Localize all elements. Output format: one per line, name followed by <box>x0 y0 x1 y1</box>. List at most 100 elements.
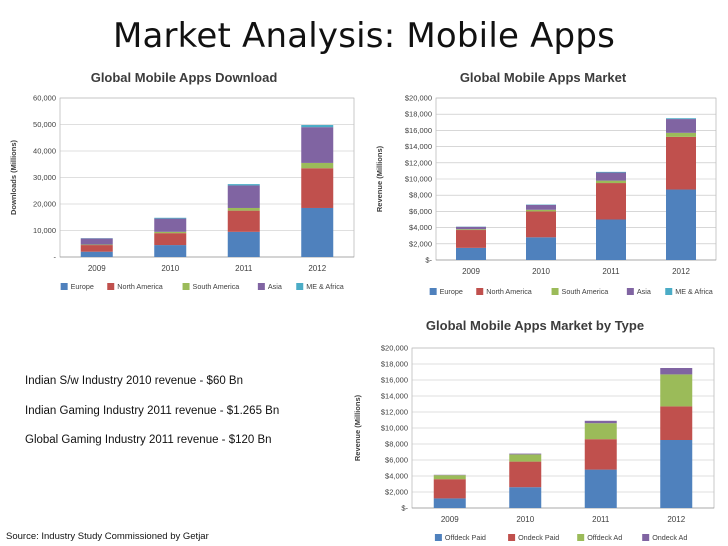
downloads-bar-2012-europe <box>301 207 334 257</box>
downloads-bar-2010-asia <box>154 218 187 232</box>
type-legend-swatch <box>642 534 650 541</box>
market-y-tick-label: $18,000 <box>405 110 432 119</box>
market-x-tick-label: 2012 <box>672 267 690 276</box>
downloads-legend-swatch <box>182 283 190 290</box>
market-bar-2009-south-america <box>456 229 486 231</box>
market-y-tick-label: $14,000 <box>405 142 432 151</box>
market-chart-svg: $- $2,000 $4,000 $6,000 $8,000 $10,000 $12,000… <box>375 94 717 296</box>
market-bar-2010-north-america <box>526 211 556 238</box>
type-y-tick-label: $4,000 <box>385 472 408 481</box>
downloads-y-tick-label: 10,000 <box>33 226 56 235</box>
fact-indian-gaming: Indian Gaming Industry 2011 revenue - $1… <box>25 405 280 417</box>
type-y-tick-label: $12,000 <box>381 408 408 417</box>
downloads-y-tick-label: 50,000 <box>33 120 56 129</box>
market-bar-2009-europe <box>456 247 486 260</box>
downloads-chart-svg: - 10,000 20,000 30,000 40,000 50,000 60,000 Dow… <box>9 94 355 291</box>
downloads-legend-label: Asia <box>268 282 282 291</box>
downloads-bar-2011-europe <box>227 231 260 257</box>
type-y-tick-label: $- <box>401 504 408 513</box>
downloads-y-tick-label: - <box>54 253 57 262</box>
market-y-tick-label: $16,000 <box>405 126 432 135</box>
type-bar-2009-offdeck-paid <box>433 498 466 508</box>
downloads-legend-swatch <box>296 283 304 290</box>
market-bar-2012-me-africa <box>666 118 696 120</box>
type-y-tick-label: $6,000 <box>385 456 408 465</box>
type-y-tick-label: $16,000 <box>381 376 408 385</box>
type-legend-label: Offdeck Paid <box>445 533 486 542</box>
type-y-tick-label: $18,000 <box>381 360 408 369</box>
fact-global-gaming: Global Gaming Industry 2011 revenue - $1… <box>25 434 272 446</box>
type-y-tick-label: $10,000 <box>381 424 408 433</box>
market-bar-2011-me-africa <box>596 171 626 173</box>
downloads-x-tick-label: 2009 <box>88 264 106 273</box>
market-legend-label: Asia <box>637 287 651 296</box>
market-chart-title: Global Mobile Apps Market <box>459 70 627 85</box>
downloads-legend-swatch <box>60 283 68 290</box>
market-bar-2011-south-america <box>596 180 626 184</box>
downloads-x-tick-label: 2011 <box>235 264 253 273</box>
type-chart-title: Global Mobile Apps Market by Type <box>425 318 645 333</box>
downloads-y-tick-label: 30,000 <box>33 173 56 182</box>
market-bar-2011-north-america <box>596 183 626 220</box>
market-legend-label: South America <box>562 287 609 296</box>
downloads-bar-2012-asia <box>301 127 334 163</box>
market-legend-swatch <box>476 288 484 295</box>
market-bar-2012-north-america <box>666 136 696 190</box>
market-x-tick-label: 2010 <box>532 267 550 276</box>
market-legend-swatch <box>665 288 673 295</box>
type-bar-2010-offdeck-paid <box>509 487 542 508</box>
market-legend-swatch <box>626 288 634 295</box>
downloads-y-tick-label: 40,000 <box>33 147 56 156</box>
type-bar-2011-offdeck-ad <box>584 423 617 440</box>
market-bar-2011-asia <box>596 172 626 181</box>
type-bar-2009-ondeck-paid <box>433 479 466 499</box>
type-y-tick-label: $8,000 <box>385 440 408 449</box>
market-y-tick-label: $6,000 <box>409 207 432 216</box>
downloads-bar-2012-me-africa <box>301 125 334 128</box>
market-bar-2010-asia <box>526 204 556 210</box>
downloads-legend-swatch <box>107 283 115 290</box>
market-y-axis-title: Revenue (Millions) <box>375 145 384 212</box>
type-bar-2009-offdeck-ad <box>433 475 466 480</box>
market-y-tick-label: $2,000 <box>409 239 432 248</box>
market-bar-2009-north-america <box>456 230 486 248</box>
market-legend-label: North America <box>486 287 532 296</box>
downloads-bar-2012-south-america <box>301 162 334 169</box>
downloads-legend-swatch <box>257 283 265 290</box>
type-legend-swatch <box>508 534 516 541</box>
downloads-chart-title: Global Mobile Apps Download <box>90 70 278 85</box>
source-note: Source: Industry Study Commissioned by G… <box>6 531 209 542</box>
type-bar-2012-ondeck-paid <box>660 406 693 440</box>
downloads-bar-2010-north-america <box>154 233 187 246</box>
downloads-legend-label: Europe <box>71 282 94 291</box>
type-x-tick-label: 2010 <box>516 515 534 524</box>
market-legend-swatch <box>551 288 559 295</box>
market-legend-swatch <box>429 288 437 295</box>
market-y-tick-label: $12,000 <box>405 158 432 167</box>
downloads-bar-2011-south-america <box>227 207 260 211</box>
type-legend-label: Ondeck Paid <box>518 533 559 542</box>
market-bar-2012-south-america <box>666 132 696 137</box>
downloads-bar-2010-south-america <box>154 231 187 234</box>
market-y-tick-label: $20,000 <box>405 94 432 103</box>
downloads-bar-2011-me-africa <box>227 184 260 186</box>
market-y-tick-label: $10,000 <box>405 175 432 184</box>
type-legend-swatch <box>434 534 442 541</box>
type-bar-2010-ondeck-paid <box>509 461 542 488</box>
market-bar-2012-europe <box>666 189 696 260</box>
downloads-legend-label: ME & Africa <box>306 282 344 291</box>
market-legend-label: Europe <box>440 287 463 296</box>
downloads-bar-2012-north-america <box>301 168 334 208</box>
downloads-x-tick-label: 2012 <box>308 264 326 273</box>
type-bar-2012-offdeck-paid <box>660 440 693 508</box>
downloads-legend-label: South America <box>193 282 240 291</box>
type-y-tick-label: $20,000 <box>381 344 408 353</box>
type-bar-2011-ondeck-paid <box>584 439 617 470</box>
type-bar-2012-ondeck-ad <box>660 368 693 375</box>
downloads-bar-2011-asia <box>227 185 260 208</box>
downloads-bar-2009-north-america <box>80 245 113 252</box>
fact-indian-software: Indian S/w Industry 2010 revenue - $60 B… <box>25 375 244 387</box>
market-y-tick-label: $8,000 <box>409 191 432 200</box>
market-chart: Global Mobile Apps Market $- $2,000 $4,000… <box>364 64 722 308</box>
downloads-bar-2009-asia <box>80 238 113 245</box>
